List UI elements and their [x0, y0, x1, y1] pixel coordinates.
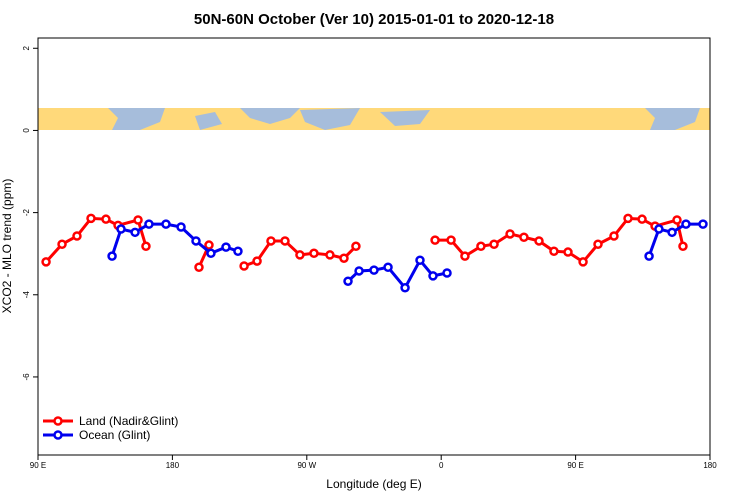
point — [204, 240, 214, 250]
point — [369, 265, 379, 275]
point — [194, 262, 204, 272]
x-tick-label: 180 — [166, 461, 180, 470]
point — [428, 271, 438, 281]
point — [383, 262, 393, 272]
map-band — [38, 108, 710, 130]
point — [609, 231, 619, 241]
point — [266, 236, 276, 246]
point — [534, 236, 544, 246]
point — [161, 219, 171, 229]
point — [239, 261, 249, 271]
point — [295, 250, 305, 260]
point — [672, 215, 682, 225]
y-tick-label: 0 — [22, 128, 31, 133]
point — [351, 241, 361, 252]
point — [654, 224, 664, 234]
x-tick-label: 90 E — [30, 461, 46, 470]
point — [86, 213, 96, 224]
point — [400, 283, 410, 293]
y-tick-label: 2 — [22, 45, 31, 50]
point — [252, 256, 262, 266]
point — [415, 255, 425, 266]
point — [354, 266, 364, 276]
point — [578, 257, 588, 267]
series-line — [44, 216, 685, 268]
x-tick-label: 90 W — [297, 461, 316, 470]
point — [442, 268, 452, 278]
point — [280, 236, 290, 246]
x-tick-label: 180 — [703, 461, 717, 470]
point — [644, 251, 654, 261]
point — [623, 213, 633, 224]
point — [133, 215, 143, 225]
y-tick-label: -6 — [22, 373, 31, 381]
y-tick-label: -4 — [22, 291, 31, 299]
point — [130, 227, 140, 238]
point — [637, 214, 647, 224]
x-tick-label: 90 E — [567, 461, 583, 470]
point — [698, 219, 708, 229]
point — [505, 229, 515, 239]
point — [233, 246, 243, 256]
point — [549, 246, 559, 256]
legend-label: Land (Nadir&Glint) — [79, 414, 178, 428]
y-tick-label: -2 — [22, 209, 31, 217]
point — [141, 241, 151, 252]
point — [446, 235, 456, 245]
point — [176, 222, 186, 232]
legend-marker — [53, 416, 63, 426]
point — [667, 227, 677, 238]
point — [430, 235, 440, 245]
point — [325, 250, 335, 260]
point — [221, 242, 231, 252]
point — [191, 236, 201, 246]
point — [309, 248, 319, 259]
point — [72, 231, 82, 241]
x-tick-label: 0 — [439, 461, 444, 470]
y-axis-label: XCO2 - MLO trend (ppm) — [0, 179, 14, 314]
point — [563, 247, 573, 257]
point — [460, 251, 470, 261]
point — [144, 219, 154, 229]
x-axis-label: Longitude (deg E) — [326, 477, 421, 491]
point — [678, 241, 688, 252]
point — [343, 276, 353, 286]
legend-marker — [53, 430, 63, 440]
point — [339, 253, 349, 263]
point — [681, 219, 691, 229]
point — [41, 257, 51, 267]
point — [206, 248, 216, 259]
plot-frame — [37, 37, 711, 456]
point — [593, 239, 603, 249]
point — [57, 239, 67, 249]
point — [116, 224, 126, 234]
point — [489, 239, 499, 249]
legend-label: Ocean (Glint) — [79, 428, 150, 442]
point — [519, 232, 529, 243]
point — [476, 241, 486, 252]
chart-title: 50N-60N October (Ver 10) 2015-01-01 to 2… — [194, 11, 554, 28]
point — [107, 251, 117, 261]
point — [101, 214, 111, 224]
